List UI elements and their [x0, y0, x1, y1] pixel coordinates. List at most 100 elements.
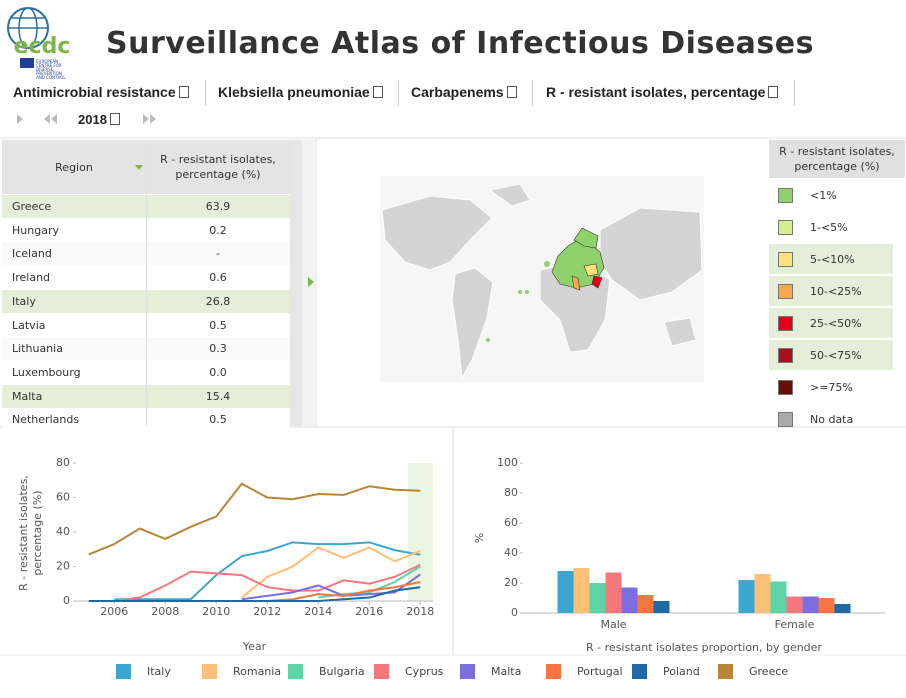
bar [589, 583, 606, 613]
legend-swatch [778, 412, 793, 427]
bar [653, 601, 670, 613]
x-tick-label: Female [775, 618, 815, 631]
legend-label: Portugal [577, 665, 623, 678]
value-cell: 63.9 [205, 200, 231, 213]
line-series [88, 482, 421, 556]
value-cell: 0.5 [209, 413, 227, 427]
column-header[interactable]: R - resistant isolates, percentage (%) [160, 153, 276, 181]
legend-label: Greece [749, 665, 788, 678]
separator [205, 80, 206, 106]
legend-swatch [288, 664, 303, 679]
filter-label: Antimicrobial resistance [13, 84, 176, 100]
legend-swatch [546, 664, 561, 679]
legend-label: >=75% [810, 380, 853, 394]
separator [794, 80, 795, 106]
filter[interactable]: Antimicrobial resistance [13, 84, 189, 100]
y-tick-label: 60 [504, 516, 518, 529]
y-tick-label: 20 [504, 576, 518, 589]
bar [637, 595, 654, 613]
caret [506, 86, 517, 98]
legend-swatch [718, 664, 733, 679]
legend-swatch [778, 188, 793, 203]
legend-header: R - resistant isolates, percentage (%) [769, 140, 905, 178]
legend-swatch [202, 664, 217, 679]
bar [770, 581, 787, 613]
legend-label: 25-<50% [810, 316, 862, 330]
legend-swatch [460, 664, 475, 679]
caret [178, 86, 189, 98]
region-cell: Malta [12, 389, 43, 403]
region-cell: Lithuania [12, 342, 63, 356]
y-tick-label: 0 [63, 594, 70, 607]
value-cell: - [216, 247, 220, 261]
line-series [241, 546, 421, 599]
bar [754, 574, 771, 613]
y-tick-label: 40 [504, 546, 518, 559]
map [380, 176, 704, 382]
line-series [139, 581, 421, 602]
value-cell: 0.3 [209, 342, 227, 356]
filter-label: R - resistant isolates, percentage [546, 84, 766, 100]
y-tick-label: 80 [504, 486, 518, 499]
column-divider [146, 140, 147, 426]
legend-label: 5-<10% [810, 252, 855, 266]
legend-swatch [778, 380, 793, 395]
legend-swatch [778, 284, 793, 299]
legend-label: <1% [810, 188, 837, 202]
page-title: Surveillance Atlas of Infectious Disease… [106, 26, 814, 61]
logo-globe [7, 7, 49, 68]
y-tick-label: 20 [56, 560, 70, 573]
y-tick-label: 0 [511, 606, 518, 619]
value-cell: 0.0 [209, 365, 227, 379]
bar [818, 598, 835, 613]
y-axis-label: % [473, 533, 486, 543]
value-cell: 0.6 [209, 271, 227, 285]
sort-icon [135, 165, 143, 170]
legend-swatch [778, 316, 793, 331]
legend-swatch [632, 664, 647, 679]
bar [786, 596, 803, 613]
x-tick-label: 2010 [202, 605, 230, 618]
bar [738, 580, 755, 613]
region-cell: Netherlands [12, 413, 80, 427]
x-tick-label: Male [600, 618, 626, 631]
caret [768, 86, 779, 98]
year-selector[interactable]: 2018 [78, 112, 120, 127]
legend-label: Italy [147, 665, 171, 678]
region-cell: Iceland [12, 247, 52, 261]
y-tick-label: 80 [56, 456, 70, 469]
filter[interactable]: R - resistant isolates, percentage [546, 84, 779, 100]
bar [621, 587, 638, 613]
y-tick-label: 100 [497, 456, 518, 469]
highlight-band [408, 463, 433, 601]
logo-text: ecdc [14, 34, 71, 59]
value-cell: 26.8 [205, 294, 231, 308]
legend-label: Malta [491, 665, 521, 678]
filter[interactable]: Klebsiella pneumoniae [218, 84, 383, 100]
logo-subtitle: EUROPEAN CENTRE FOR DISEASE PREVENTION A… [36, 59, 66, 80]
bar [834, 604, 851, 613]
bar [802, 596, 819, 613]
filter-label: Carbapenems [411, 84, 504, 100]
region-cell: Greece [12, 200, 52, 213]
separator [532, 80, 533, 106]
bar [573, 568, 590, 613]
y-axis-label: R - resistant isolates, percentage (%) [17, 475, 44, 591]
year: 2018 [78, 112, 107, 127]
x-tick-label: 2016 [355, 605, 383, 618]
legend-label: 50-<75% [810, 348, 862, 362]
region-cell: Latvia [12, 318, 46, 332]
filter[interactable]: Carbapenems [411, 84, 517, 100]
column-header[interactable]: Region [55, 160, 93, 174]
x-tick-label: 2014 [304, 605, 332, 618]
legend-swatch [778, 252, 793, 267]
x-axis-label: R - resistant isolates proportion, by ge… [586, 641, 822, 654]
legend-swatch [778, 220, 793, 235]
x-tick-label: 2008 [151, 605, 179, 618]
y-tick-label: 60 [56, 491, 70, 504]
legend-swatch [778, 348, 793, 363]
x-tick-label: 2006 [100, 605, 128, 618]
value-cell: 15.4 [205, 389, 231, 403]
